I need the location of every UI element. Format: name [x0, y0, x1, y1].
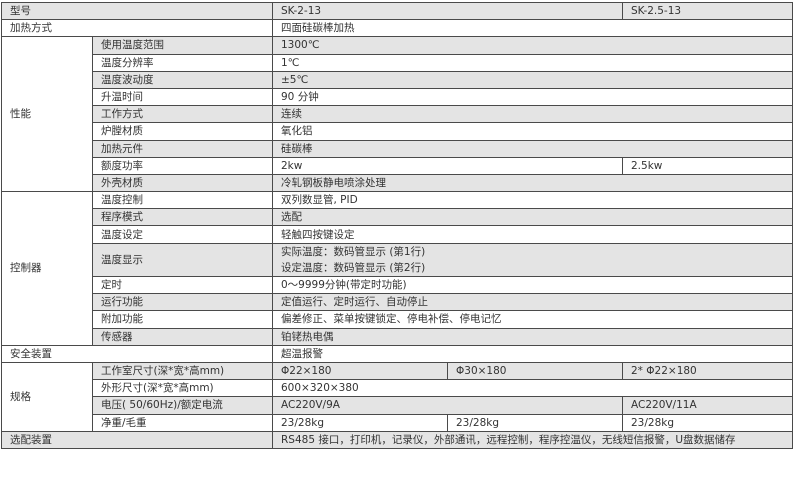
- row-label: 温度控制: [92, 191, 273, 210]
- row-label: 外壳材质: [92, 173, 273, 193]
- row-spec: 外形尺寸(深*宽*高mm) 600×320×380: [2, 379, 793, 398]
- row-spec: 规格 工作室尺寸(深*宽*高mm) Φ22×180 Φ30×180 2* Φ22…: [1, 361, 793, 432]
- row-label: 工作室尺寸(深*宽*高mm): [92, 361, 273, 381]
- row-value: 600×320×380: [272, 379, 793, 398]
- row-value: 23/28kg: [622, 413, 793, 432]
- safety-value: 超温报警: [272, 344, 793, 363]
- heating-label: 加热方式: [1, 19, 273, 38]
- row-perf: 升温时间 90 分钟: [2, 87, 793, 107]
- row-value: 90 分钟: [272, 87, 793, 107]
- model-label: 型号: [1, 1, 273, 21]
- row-heating: 加热方式 四面硅碳棒加热: [1, 19, 793, 38]
- row-value: Φ22×180: [272, 361, 448, 381]
- row-spec: 电压( 50/60Hz)/额定电流 AC220V/9A AC220V/11A: [2, 396, 793, 415]
- row-label: 使用温度范围: [92, 36, 273, 55]
- row-value: Φ30×180: [447, 361, 623, 381]
- row-model: 型号 SK-2-13 SK-2.5-13: [1, 1, 793, 21]
- row-value: 连续: [272, 105, 793, 124]
- row-perf: 工作方式 连续: [2, 105, 793, 124]
- options-label: 选配装置: [1, 430, 273, 449]
- row-ctrl: 定时 0～9999分钟(带定时功能): [2, 275, 793, 295]
- row-perf: 温度波动度 ±5℃: [2, 70, 793, 89]
- row-label: 温度设定: [92, 225, 273, 244]
- row-value: 冷轧钢板静电喷涂处理: [272, 173, 793, 193]
- row-spec: 净重/毛重 23/28kg 23/28kg 23/28kg: [2, 413, 793, 432]
- row-label: 运行功能: [92, 293, 273, 312]
- row-ctrl: 附加功能 偏差修正、菜单按键锁定、停电补偿、停电记忆: [2, 310, 793, 329]
- row-ctrl: 运行功能 定值运行、定时运行、自动停止: [2, 293, 793, 312]
- row-perf: 性能 使用温度范围 1300℃: [1, 36, 793, 193]
- row-perf: 加热元件 硅碳棒: [2, 139, 793, 158]
- row-value-line1: 实际温度：数码管显示 (第1行): [272, 242, 793, 260]
- row-ctrl: 温度设定 轻触四按键设定: [2, 225, 793, 244]
- row-value: 2* Φ22×180: [622, 361, 793, 381]
- spec-table: 型号 SK-2-13 SK-2.5-13 加热方式 四面硅碳棒加热 性能 使用温…: [1, 1, 793, 449]
- row-label: 外形尺寸(深*宽*高mm): [92, 379, 273, 398]
- row-ctrl: 控制器 温度控制 双列数显管, PID: [1, 191, 793, 346]
- controller-label: 控制器: [1, 191, 93, 346]
- heating-value: 四面硅碳棒加热: [272, 19, 793, 38]
- model-1: SK-2-13: [272, 1, 623, 21]
- row-label: 炉膛材质: [92, 122, 273, 141]
- row-value: AC220V/11A: [622, 396, 793, 415]
- row-label: 温度波动度: [92, 70, 273, 89]
- row-value: AC220V/9A: [272, 396, 623, 415]
- row-options: 选配装置 RS485 接口，打印机，记录仪，外部通讯，远程控制，程序控温仪，无线…: [1, 430, 793, 449]
- row-label: 定时: [92, 275, 273, 295]
- row-value: 1℃: [272, 53, 793, 72]
- row-value: 选配: [272, 208, 793, 227]
- row-label: 加热元件: [92, 139, 273, 158]
- row-value: 0～9999分钟(带定时功能): [272, 275, 793, 295]
- row-value: 定值运行、定时运行、自动停止: [272, 293, 793, 312]
- row-value: 1300℃: [272, 36, 793, 55]
- row-ctrl: 程序模式 选配: [2, 208, 793, 227]
- row-value: 双列数显管, PID: [272, 191, 793, 210]
- row-value: 2kw: [272, 156, 623, 175]
- row-label: 工作方式: [92, 105, 273, 124]
- row-value: 轻触四按键设定: [272, 225, 793, 244]
- row-value: 铂铑热电偶: [272, 327, 793, 346]
- row-value: 氧化铝: [272, 122, 793, 141]
- row-label: 额度功率: [92, 156, 273, 175]
- row-label: 传感器: [92, 327, 273, 346]
- row-label: 温度分辨率: [92, 53, 273, 72]
- row-label: 附加功能: [92, 310, 273, 329]
- options-value: RS485 接口，打印机，记录仪，外部通讯，远程控制，程序控温仪，无线短信报警，…: [272, 430, 793, 449]
- model-2: SK-2.5-13: [622, 1, 793, 21]
- row-perf: 温度分辨率 1℃: [2, 53, 793, 72]
- performance-label: 性能: [1, 36, 93, 193]
- row-value: 23/28kg: [272, 413, 448, 432]
- row-perf: 额度功率 2kw 2.5kw: [2, 156, 793, 175]
- row-value: 偏差修正、菜单按键锁定、停电补偿、停电记忆: [272, 310, 793, 329]
- row-ctrl: 传感器 铂铑热电偶: [2, 327, 793, 346]
- row-label: 程序模式: [92, 208, 273, 227]
- row-label: 温度显示: [92, 242, 273, 278]
- row-label: 电压( 50/60Hz)/额定电流: [92, 396, 273, 415]
- row-value: 2.5kw: [622, 156, 793, 175]
- row-ctrl: 温度显示 实际温度：数码管显示 (第1行): [2, 242, 793, 278]
- safety-label: 安全装置: [1, 344, 273, 363]
- row-perf: 外壳材质 冷轧钢板静电喷涂处理: [2, 173, 793, 193]
- row-value: ±5℃: [272, 70, 793, 89]
- spec-label: 规格: [1, 361, 93, 432]
- row-label: 升温时间: [92, 87, 273, 107]
- row-label: 净重/毛重: [92, 413, 273, 432]
- row-perf: 炉膛材质 氧化铝: [2, 122, 793, 141]
- row-value: 23/28kg: [447, 413, 623, 432]
- row-safety: 安全装置 超温报警: [1, 344, 793, 363]
- row-value: 硅碳棒: [272, 139, 793, 158]
- row-value-line2: 设定温度：数码管显示 (第2行): [272, 259, 793, 277]
